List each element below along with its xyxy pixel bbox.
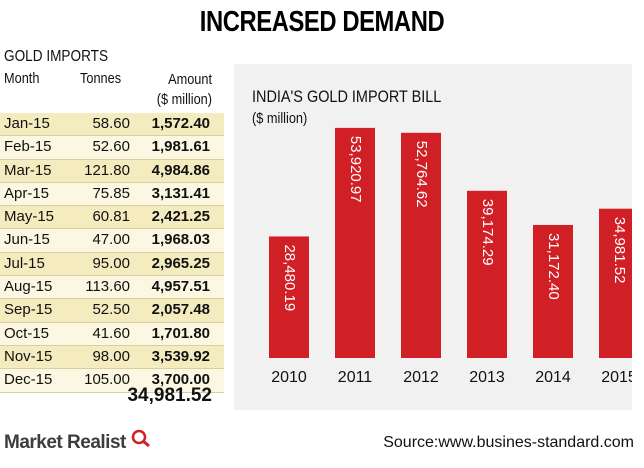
table-row: Aug-15 113.60 4,957.51 [0, 276, 224, 300]
imports-table-title: GOLD IMPORTS [4, 48, 109, 65]
chart-title: INDIA'S GOLD IMPORT BILL [252, 87, 442, 106]
bar-2011 [335, 127, 375, 358]
table-row: Feb-15 52.60 1,981.61 [0, 136, 224, 160]
table-row: Jan-15 58.60 1,572.40 [0, 113, 224, 137]
amount-cell: 1,981.61 [151, 138, 210, 156]
bar-2014 [533, 224, 573, 358]
table-row: Apr-15 75.85 3,131.41 [0, 182, 224, 207]
tonnes-cell: 75.85 [92, 184, 130, 202]
month-cell: Apr-15 [4, 184, 50, 202]
bar-2013 [467, 190, 507, 358]
month-cell: Aug-15 [4, 278, 53, 296]
tonnes-cell: 121.80 [84, 161, 130, 179]
table-row: Nov-15 98.00 3,539.92 [0, 345, 224, 370]
month-cell: Jun-15 [4, 231, 50, 249]
amount-cell: 1,968.03 [151, 231, 210, 249]
column-header-amount: Amount ($ million) [157, 70, 212, 110]
amount-cell: 1,572.40 [151, 115, 210, 132]
x-tick-label: 2013 [469, 369, 505, 386]
amount-cell: 3,539.92 [151, 347, 210, 365]
column-header-amount-unit: ($ million) [156, 91, 212, 108]
month-cell: Nov-15 [4, 347, 53, 365]
column-header-amount-label: Amount [168, 71, 212, 88]
table-row: May-15 60.81 2,421.25 [0, 206, 224, 230]
chart-y-unit: ($ million) [252, 110, 308, 127]
month-cell: May-15 [4, 208, 55, 226]
amount-cell: 2,965.25 [151, 254, 210, 272]
month-cell: Jan-15 [4, 115, 50, 132]
bar-value-label: 53,920.97 [347, 136, 364, 203]
bar-value-label: 34,981.52 [611, 217, 628, 284]
amount-cell: 2,057.48 [151, 301, 210, 319]
tonnes-cell: 105.00 [84, 371, 130, 389]
x-tick-label: 2010 [271, 369, 307, 386]
table-row: Jul-15 95.00 2,965.25 [0, 252, 224, 277]
amount-cell: 4,957.51 [151, 278, 210, 296]
tonnes-cell: 60.81 [92, 208, 130, 226]
table-row: Mar-15 121.80 4,984.86 [0, 159, 224, 183]
bar-value-label: 31,172.40 [545, 233, 562, 300]
table-row: Jun-15 47.00 1,968.03 [0, 229, 224, 253]
amount-cell: 4,984.86 [151, 161, 210, 179]
bar-value-label: 52,764.62 [413, 141, 430, 208]
x-tick-label: 2014 [535, 369, 571, 386]
x-tick-label: 2011 [338, 369, 373, 386]
tonnes-cell: 52.50 [92, 301, 130, 319]
month-cell: Sep-15 [4, 301, 53, 319]
tonnes-cell: 58.60 [92, 115, 130, 132]
imports-total: 34,981.52 [127, 385, 212, 406]
market-realist-logo: Market Realist [4, 432, 126, 453]
month-cell: Jul-15 [4, 254, 45, 272]
bar-2010 [269, 236, 309, 358]
amount-cell: 1,701.80 [151, 324, 210, 342]
import-bill-bar-chart: 28,480.19 2010 53,920.97 2011 52,764.62 2012 3… [269, 127, 632, 386]
magnifier-logo-icon [131, 429, 150, 448]
table-row: Dec-15 105.00 3,700.00 [0, 369, 224, 393]
month-cell: Mar-15 [4, 161, 52, 179]
gold-imports-table: Jan-15 58.60 1,572.40 Feb-15 52.60 1,981.61 Ma… [0, 113, 224, 393]
column-header-tonnes: Tonnes [80, 70, 122, 87]
x-tick-label: 2012 [403, 369, 439, 386]
table-row: Sep-15 52.50 2,057.48 [0, 299, 224, 323]
tonnes-cell: 113.60 [85, 278, 130, 296]
amount-cell: 3,131.41 [151, 184, 210, 202]
bar-2015 [599, 208, 632, 358]
month-cell: Dec-15 [4, 371, 53, 389]
bar-value-label: 39,174.29 [479, 199, 496, 266]
tonnes-cell: 52.60 [92, 138, 130, 156]
bar-2012 [401, 132, 441, 358]
amount-cell: 3,700.00 [151, 371, 210, 389]
month-cell: Oct-15 [4, 324, 50, 342]
bar-value-label: 28,480.19 [281, 244, 298, 311]
amount-cell: 2,421.25 [151, 208, 210, 226]
x-tick-label: 2015 [601, 369, 632, 386]
tonnes-cell: 47.00 [92, 231, 130, 249]
tonnes-cell: 95.00 [92, 254, 130, 272]
table-row: Oct-15 41.60 1,701.80 [0, 322, 224, 346]
tonnes-cell: 41.60 [92, 324, 130, 342]
column-header-month: Month [4, 70, 40, 87]
page-title: INCREASED DEMAND [199, 6, 445, 38]
source-credit: Source:www.busines-standard.com [383, 434, 634, 451]
tonnes-cell: 98.00 [92, 347, 130, 365]
month-cell: Feb-15 [4, 138, 52, 156]
